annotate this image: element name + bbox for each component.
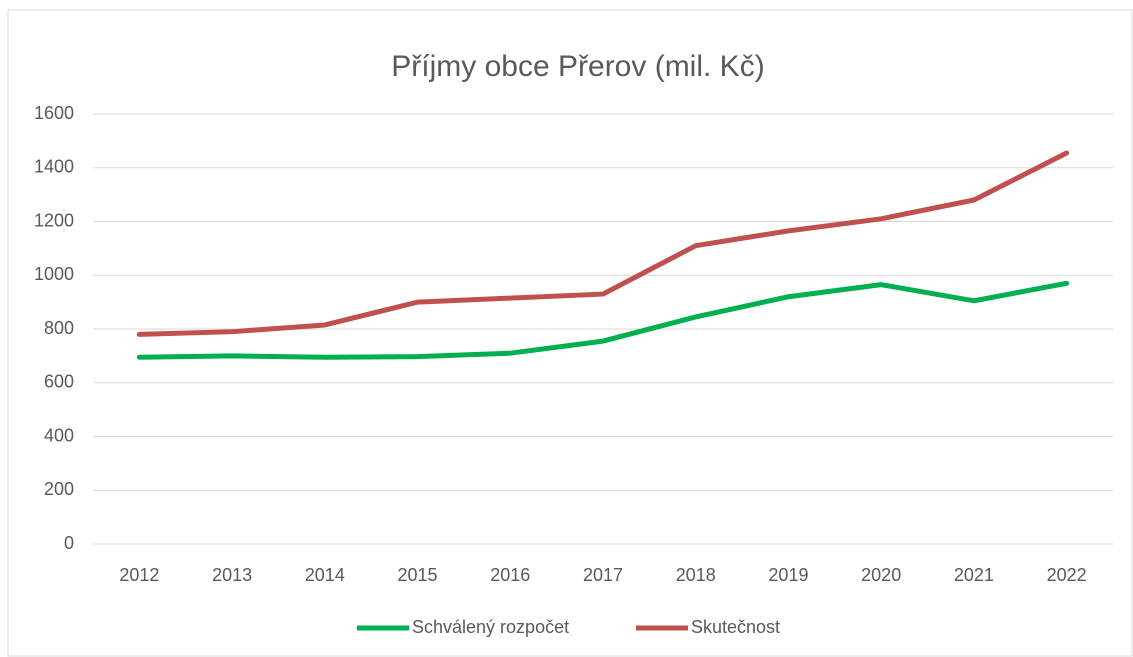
y-tick-label: 1600: [34, 103, 74, 123]
x-tick-label: 2018: [676, 565, 716, 585]
x-tick-label: 2016: [490, 565, 530, 585]
x-tick-label: 2020: [861, 565, 901, 585]
y-tick-label: 200: [44, 479, 74, 499]
y-tick-label: 0: [64, 533, 74, 553]
y-tick-label: 400: [44, 425, 74, 445]
x-tick-label: 2013: [212, 565, 252, 585]
y-tick-label: 1000: [34, 264, 74, 284]
x-tick-label: 2012: [119, 565, 159, 585]
x-tick-label: 2015: [398, 565, 438, 585]
y-tick-label: 1200: [34, 210, 74, 230]
line-series: [136, 280, 1070, 360]
x-tick-label: 2022: [1047, 565, 1087, 585]
x-tick-label: 2019: [768, 565, 808, 585]
y-tick-label: 600: [44, 372, 74, 392]
y-tick-label: 1400: [34, 157, 74, 177]
line-series: [136, 150, 1070, 337]
chart-title: Příjmy obce Přerov (mil. Kč): [391, 50, 764, 83]
x-tick-label: 2021: [954, 565, 994, 585]
legend-label: Schválený rozpočet: [412, 617, 569, 637]
legend-label: Skutečnost: [691, 617, 780, 637]
y-tick-label: 800: [44, 318, 74, 338]
x-tick-label: 2014: [305, 565, 345, 585]
x-tick-label: 2017: [583, 565, 623, 585]
